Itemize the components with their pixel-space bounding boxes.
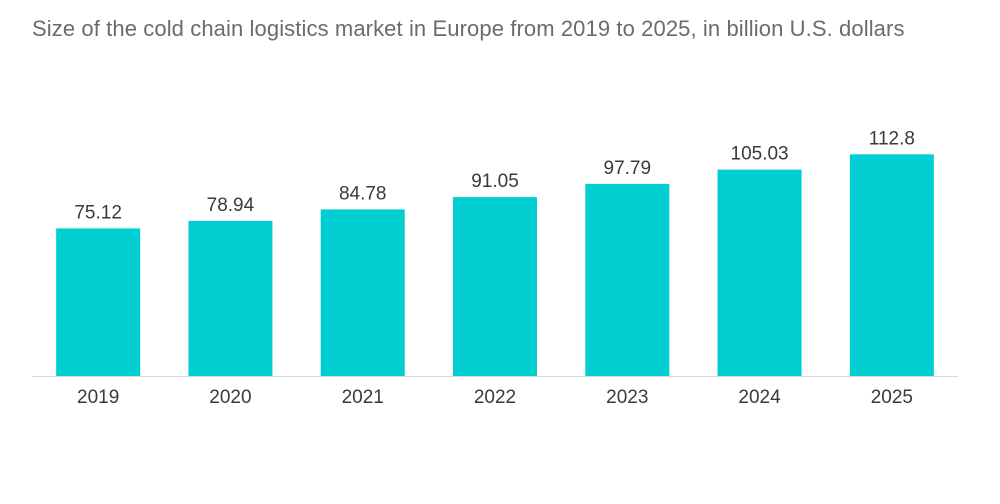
bars-group — [56, 154, 934, 376]
bar-2023 — [585, 183, 670, 376]
bar-2025 — [849, 154, 934, 376]
x-tick-labels-group: 2019 2020 2021 2022 2023 2024 2025 — [77, 387, 913, 408]
bar-2020 — [188, 220, 273, 376]
chart-title: Size of the cold chain logistics market … — [32, 16, 905, 41]
bar-2019 — [56, 228, 141, 376]
value-label-2019: 75.12 — [74, 202, 122, 223]
value-label-2020: 78.94 — [207, 195, 255, 216]
x-tick-label-2020: 2020 — [209, 387, 251, 408]
value-label-2022: 91.05 — [471, 171, 519, 192]
bar-2022 — [453, 197, 537, 376]
x-tick-label-2023: 2023 — [606, 387, 648, 408]
x-tick-label-2019: 2019 — [77, 387, 119, 408]
value-label-2024: 105.03 — [731, 144, 789, 165]
x-tick-label-2022: 2022 — [474, 387, 516, 408]
value-label-2025: 112.8 — [869, 128, 915, 149]
value-labels-group: 75.12 78.94 84.78 91.05 97.79 105.03 112.8 — [74, 128, 915, 223]
bar-2024 — [717, 169, 802, 376]
x-tick-label-2021: 2021 — [342, 387, 384, 408]
x-tick-label-2024: 2024 — [738, 387, 781, 408]
value-label-2021: 84.78 — [339, 183, 387, 204]
bar-2021 — [320, 209, 405, 376]
value-label-2023: 97.79 — [604, 158, 652, 179]
x-tick-label-2025: 2025 — [871, 387, 913, 408]
